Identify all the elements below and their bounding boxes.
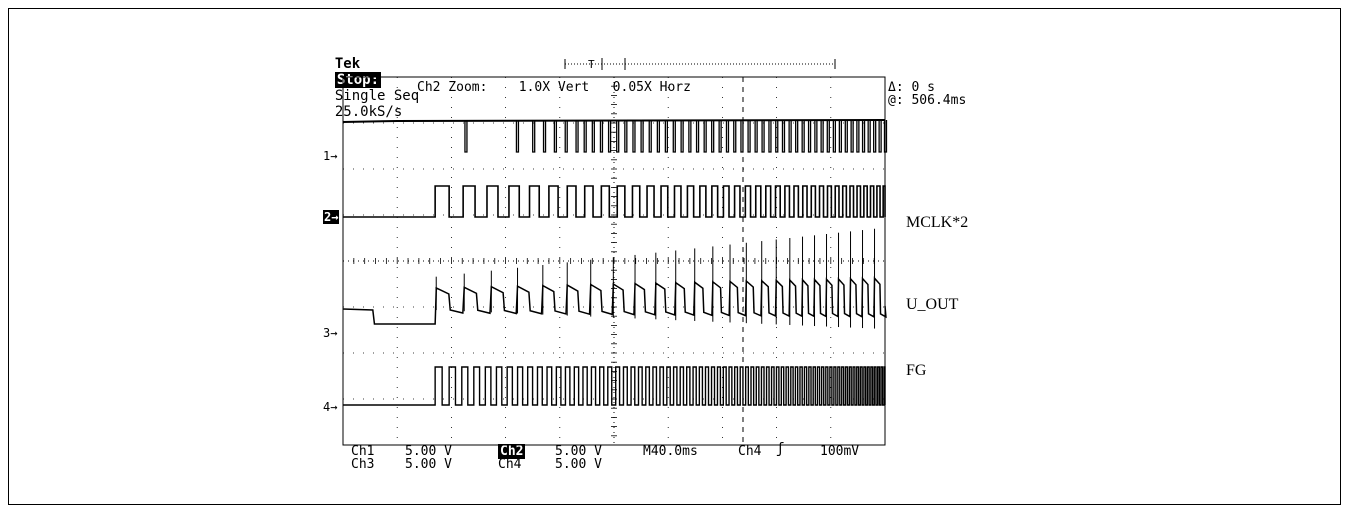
ch1-pulse [640,120,644,153]
cursor-delta: Δ: 0 s [888,80,935,95]
ch1-pulse [867,120,871,153]
series-label-mclk: MCLK*2 [906,214,969,231]
footer-ch4: Ch4 [498,457,522,472]
state-badge: Stop: [334,72,382,88]
footer-trigger-source: Ch4 [738,444,762,459]
ch1-pulse [718,120,722,153]
cursor-at: @: 506.4ms [888,93,967,108]
ch1-pulse [826,120,830,153]
ch1-pulse [850,120,854,153]
ch4-trace [343,366,886,406]
ch1-pulse [711,120,715,153]
ch1-pulse [624,120,628,153]
scope-header: Tek Stop: Single Seq 25.0kS/s [318,40,419,120]
ch1-pulse [795,120,799,153]
ch1-pulse [807,120,812,153]
traces [342,119,888,406]
zoom-info: Ch2 Zoom: 1.0X Vert 0.05X Horz [417,80,691,95]
footer-ch3: Ch3 [351,457,375,472]
ch1-pulse [542,120,547,153]
ch1-pulse [856,120,860,153]
ch3-marker: 3→ [323,326,338,340]
ch1-pulse [861,120,866,153]
ch1-pulse [656,120,661,153]
ch1-marker: 1→ [323,149,338,163]
footer-ch1-scale: 5.00 V [405,444,452,459]
ch1-pulse [781,120,786,153]
ch1-pulse [768,120,772,153]
ch1-pulse [733,120,737,153]
ch1-pulse [616,120,620,153]
ch1-pulse [801,120,805,153]
ch1-pulse [664,120,669,153]
trigger-marker-icon: T [588,58,595,71]
footer-ch1: Ch1 [351,444,375,459]
ch1-pulse [680,120,684,153]
footer-ch4-scale: 5.00 V [555,457,602,472]
footer-trigger-level: 100mV [820,444,860,459]
trigger-edge-icon: ʃ [776,441,785,457]
figure-frame [8,8,1341,505]
ch1-pulse [672,120,676,153]
ch1-pulse [515,120,520,153]
footer-ch3-scale: 5.00 V [405,457,452,472]
ch1-pulse [591,120,595,153]
brand-label: Tek [334,56,361,72]
ch1-pulse [532,120,536,153]
sample-rate: 25.0kS/s [334,104,403,120]
graticule [342,76,886,446]
ch1-pulse [553,120,558,153]
ch1-pulse [761,120,765,153]
ch2-trace [343,185,886,218]
acq-mode: Single Seq [334,88,420,104]
ch1-pulse [832,120,837,153]
ch1-pulse [775,120,779,153]
ch1-pulse [878,120,882,153]
ch1-pulse [788,120,792,153]
ch1-pulse [740,120,744,153]
ch1-pulse [820,120,824,153]
ch1-pulse [575,120,579,153]
ch1-pulse [688,120,692,153]
ch1-pulse [873,120,877,153]
ch1-pulse [599,120,604,153]
ch1-pulse [838,120,843,153]
record-view-bar: T [564,58,836,71]
ch1-pulse [747,120,751,153]
ch2-marker: 2→ [323,210,340,224]
ch1-pulse [564,120,568,153]
ch1-pulse [648,120,652,153]
footer-ch2-scale: 5.00 V [555,444,602,459]
ch1-pulse [754,120,758,153]
series-label-uout: U_OUT [906,296,959,313]
ch1-pulse [814,120,818,153]
ch1-pulse [583,120,587,153]
ch1-pulse [725,120,730,153]
ch1-pulse [883,120,888,153]
footer-ch2: Ch2 [498,444,526,459]
footer-timebase: M40.0ms [643,444,698,459]
ch1-pulse [695,120,700,153]
ch1-pulse [844,120,848,153]
ch4-marker: 4→ [323,400,338,414]
ch1-pulse [464,120,468,153]
ch1-pulse [607,120,612,153]
ch1-trace-base [342,119,886,123]
ch1-pulse [703,120,707,153]
series-label-fg: FG [906,362,927,379]
ch1-pulse [632,120,636,153]
